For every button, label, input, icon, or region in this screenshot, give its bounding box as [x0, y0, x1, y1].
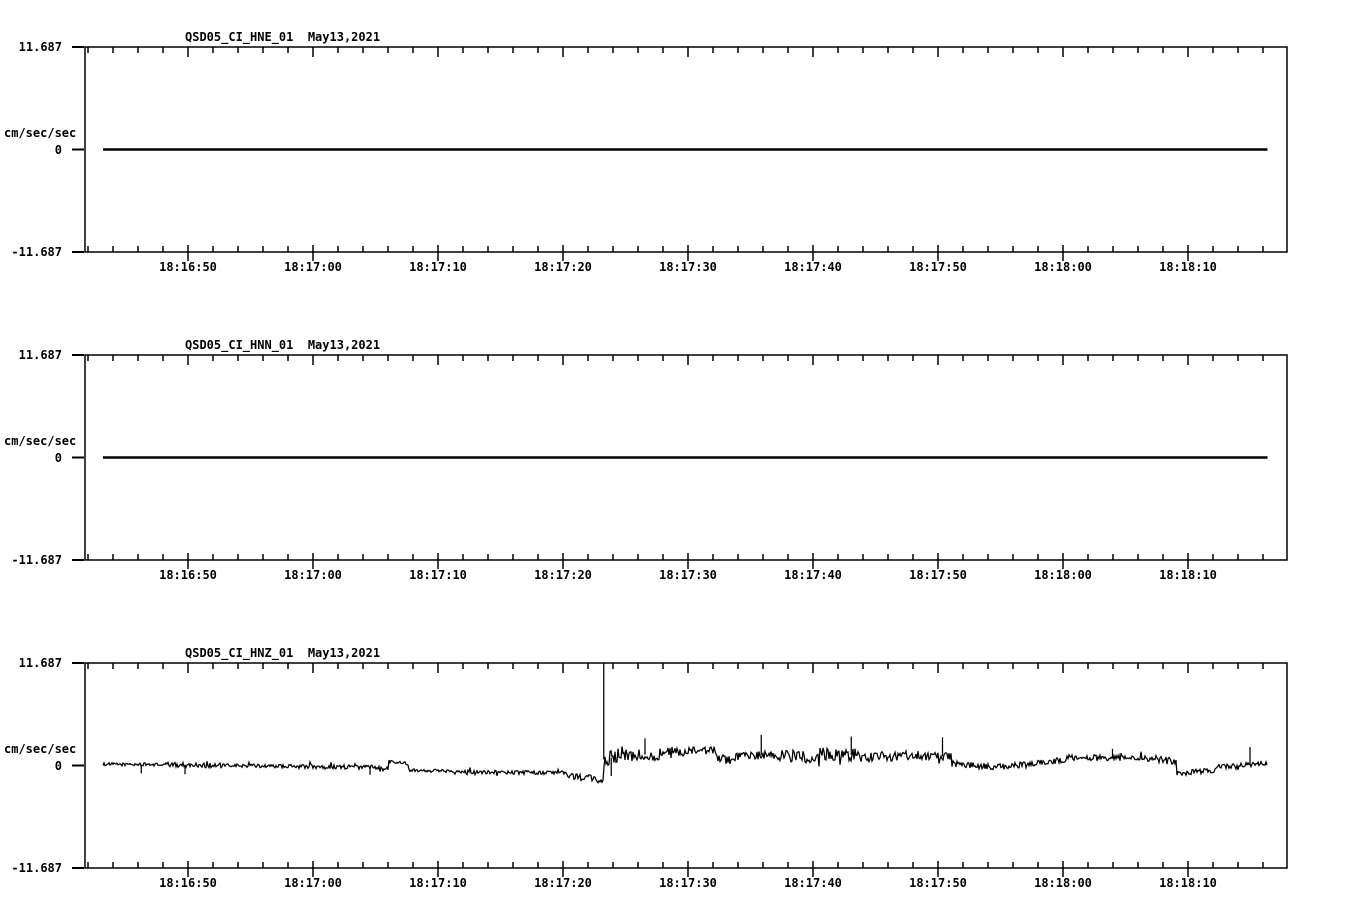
x-axis-tick-label: 18:18:10	[1159, 260, 1217, 274]
x-axis-tick-label: 18:17:00	[284, 568, 342, 582]
x-axis-tick-label: 18:17:10	[409, 568, 467, 582]
x-axis-tick-label: 18:17:40	[784, 260, 842, 274]
x-axis-tick-label: 18:16:50	[159, 260, 217, 274]
y-axis-min-label: -11.687	[11, 553, 62, 567]
y-axis-units-label: cm/sec/sec	[4, 433, 77, 448]
x-axis-tick-labels: 18:16:50 18:17:00 18:17:10 18:17:20 18:17:30…	[0, 876, 1358, 892]
y-axis-zero-label: 0	[54, 758, 62, 773]
y-axis-min-label: -11.687	[11, 861, 62, 875]
x-axis-tick-label: 18:17:50	[909, 876, 967, 890]
x-axis-tick-label: 18:17:30	[659, 876, 717, 890]
x-axis-tick-label: 18:17:30	[659, 260, 717, 274]
x-axis-tick-label: 18:17:20	[534, 876, 592, 890]
x-axis-tick-label: 18:17:00	[284, 876, 342, 890]
x-axis-tick-label: 18:18:00	[1034, 568, 1092, 582]
x-axis-tick-label: 18:17:50	[909, 260, 967, 274]
x-axis-tick-label: 18:18:00	[1034, 260, 1092, 274]
x-axis-tick-label: 18:17:10	[409, 876, 467, 890]
x-axis-tick-label: 18:18:00	[1034, 876, 1092, 890]
x-axis-tick-label: 18:16:50	[159, 876, 217, 890]
y-axis-units-label: cm/sec/sec	[4, 741, 77, 756]
y-axis-units-label: cm/sec/sec	[4, 125, 77, 140]
y-axis-zero-label: 0	[54, 450, 62, 465]
x-axis-tick-label: 18:17:40	[784, 568, 842, 582]
x-axis-tick-label: 18:18:10	[1159, 876, 1217, 890]
x-axis-tick-label: 18:17:20	[534, 260, 592, 274]
x-axis-tick-label: 18:18:10	[1159, 568, 1217, 582]
x-axis-tick-label: 18:16:50	[159, 568, 217, 582]
y-axis-max-label: 11.687	[18, 656, 62, 670]
plot-hnn-title: QSD05_CI_HNN_01 May13,2021	[185, 338, 381, 352]
plot-hnz-title: QSD05_CI_HNZ_01 May13,2021	[185, 646, 381, 660]
y-axis-zero-label: 0	[54, 142, 62, 157]
x-axis-tick-label: 18:17:20	[534, 568, 592, 582]
x-axis-tick-label: 18:17:00	[284, 260, 342, 274]
x-axis-tick-label: 18:17:30	[659, 568, 717, 582]
y-axis-max-label: 11.687	[18, 348, 62, 362]
y-axis-min-label: -11.687	[11, 245, 62, 259]
x-axis-tick-label: 18:17:40	[784, 876, 842, 890]
x-axis-tick-labels: 18:16:50 18:17:00 18:17:10 18:17:20 18:17:30…	[0, 260, 1358, 276]
y-axis-max-label: 11.687	[18, 40, 62, 54]
x-axis-tick-label: 18:17:50	[909, 568, 967, 582]
plot-hne-title: QSD05_CI_HNE_01 May13,2021	[185, 30, 381, 44]
x-axis-tick-labels: 18:16:50 18:17:00 18:17:10 18:17:20 18:17:30…	[0, 568, 1358, 584]
x-axis-tick-label: 18:17:10	[409, 260, 467, 274]
